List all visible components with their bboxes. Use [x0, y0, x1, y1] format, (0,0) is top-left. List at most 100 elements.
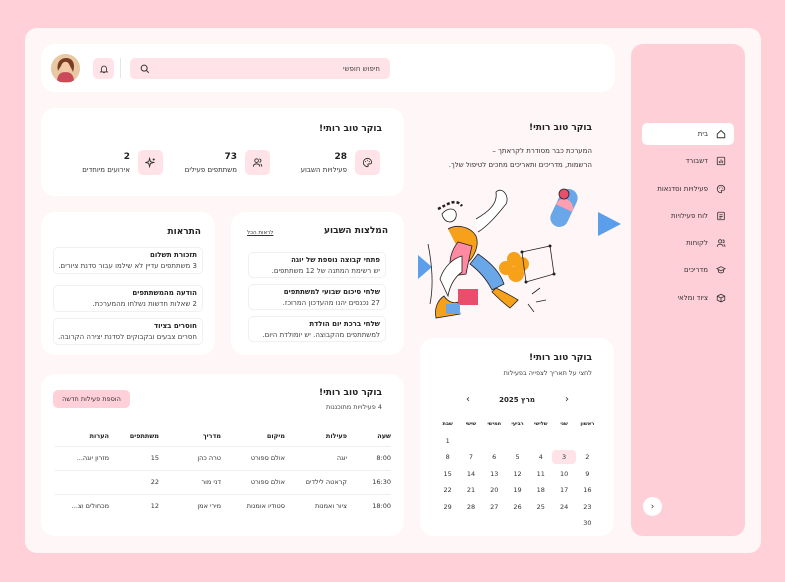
notification-item[interactable]: חוסרים בציוד חסרים צבעים ובקבוקים לסדנת …: [53, 318, 203, 345]
notifications-button[interactable]: [93, 58, 114, 79]
hero-line: המערכת כבר מסודרת לקראתך –: [492, 147, 592, 155]
weekday-label: שני: [560, 421, 568, 428]
column-header: פעילות: [325, 431, 347, 440]
sparkle-icon: [145, 157, 156, 168]
calendar-day[interactable]: 22: [443, 486, 452, 495]
weekday-label: ראשון: [580, 421, 595, 428]
notification-item[interactable]: תזכורת תשלום 3 משתתפים עדיין לא שילמו עב…: [53, 247, 203, 274]
calendar-day[interactable]: 25: [536, 502, 545, 511]
recommendation-item[interactable]: שלחי ברכת יום הולדת למשתתפים מהקבוצה. יש…: [248, 316, 386, 342]
stat-label: אירועים מיוחדים: [82, 165, 130, 174]
calendar-day[interactable]: 8: [445, 453, 450, 462]
calendar-day[interactable]: 6: [492, 453, 497, 462]
calendar-day[interactable]: 11: [536, 469, 545, 478]
calendar-day[interactable]: 14: [466, 469, 476, 478]
users-icon: [716, 239, 726, 247]
bell-icon: [99, 65, 108, 73]
next-month-button[interactable]: ›: [565, 394, 569, 405]
calendar-day[interactable]: 30: [583, 519, 592, 528]
calendar-day[interactable]: 10: [559, 469, 569, 478]
hero-card: בוקר טוב רותי! המערכת כבר מסודרת לקראתך …: [418, 108, 621, 343]
calendar-day[interactable]: 12: [513, 469, 522, 478]
calendar-day[interactable]: 29: [443, 502, 452, 511]
weekday-label: שבת: [442, 421, 453, 428]
table-row[interactable]: 16:30 קראטה לילדים אולם ספורט דני מור 22: [55, 469, 391, 494]
table-cell: מזרון יוגה...: [55, 445, 109, 470]
divider: [120, 58, 121, 78]
column-header: מדריך: [202, 431, 221, 440]
stat-icon-box: [138, 150, 163, 175]
table-cell: 16:30: [347, 469, 391, 494]
notification-title: תזכורת תשלום: [150, 251, 197, 259]
table-cell: דני מור: [159, 469, 221, 494]
stats-card: בוקר טוב רותי! 28 פעילויות השבוע 73 משתת…: [41, 108, 404, 196]
table-cell: 15: [109, 445, 159, 470]
sidebar-item-label: בית: [697, 130, 708, 138]
calendar-day[interactable]: 18: [536, 486, 545, 495]
search-input[interactable]: [150, 64, 380, 73]
stat-weekly-activities: 28 פעילויות השבוע: [301, 150, 380, 175]
stat-value: 2: [123, 151, 130, 162]
calendar-day[interactable]: 19: [513, 486, 522, 495]
calendar-day[interactable]: 27: [490, 502, 499, 511]
recommendations-card: המלצות השבוע לראות הכל פתחי קבוצה נוספת …: [231, 212, 404, 355]
calendar-day[interactable]: 9: [585, 469, 590, 478]
recommendation-item[interactable]: פתחי קבוצה נוספת של יוגה יש רשימת המתנה …: [248, 252, 386, 278]
calendar-day[interactable]: 23: [583, 502, 592, 511]
weekday-label: שלישי: [534, 421, 548, 428]
schedule-card: בוקר טוב רותי! 4 פעילויות מתוכננות הוספת…: [41, 374, 404, 536]
calendar-day[interactable]: 3: [552, 450, 576, 465]
see-all-link[interactable]: לראות הכל: [247, 230, 274, 236]
table-cell: מכחולים וצ...: [55, 493, 109, 518]
column-header: מיקום: [266, 431, 285, 440]
calendar-day[interactable]: 24: [559, 502, 569, 511]
sidebar-item-label: לקוחות: [686, 239, 708, 247]
recommendation-item[interactable]: שלחי סיכום שבועי למשתתפים 27 נכנסים יהנו…: [248, 284, 386, 310]
table-row[interactable]: 18:00 ציור ואמנות סטודיו אומנות מירי אמן…: [55, 493, 391, 518]
sidebar-item-schedule[interactable]: לוח פעילויות: [642, 205, 734, 227]
column-header: משתתפים: [129, 431, 159, 440]
notification-item[interactable]: הודעה מהמשתתפים 2 שאלות חדשות נשלחו מהמע…: [53, 285, 203, 312]
recommendation-text: 27 נכנסים יהנו מהעדכון המרוכז.: [282, 299, 380, 307]
prev-month-button[interactable]: ‹: [466, 394, 470, 405]
calendar-day[interactable]: 4: [538, 453, 543, 462]
weekday-label: רביעי: [511, 421, 524, 428]
table-cell: טרה כהן: [159, 445, 221, 470]
calendar-day[interactable]: 5: [515, 453, 520, 462]
calendar-day[interactable]: 20: [490, 486, 499, 495]
box-icon: [716, 293, 726, 303]
calendar-week-row: 30: [436, 515, 599, 532]
hero-line: הרשמות, מדריכים ותאריכים מחכים לטיפול של…: [448, 161, 592, 169]
calendar-day[interactable]: 1: [445, 436, 450, 445]
sidebar-item-customers[interactable]: לקוחות: [642, 232, 734, 254]
search-icon[interactable]: [140, 64, 150, 74]
notifications-title: התראות: [167, 227, 201, 237]
sidebar-item-instructors[interactable]: מדריכים: [642, 259, 734, 281]
table-cell: ציור ואמנות: [285, 493, 347, 518]
calendar-day[interactable]: 26: [513, 502, 522, 511]
calendar-day[interactable]: 16: [583, 486, 592, 495]
calendar-day[interactable]: 21: [466, 486, 476, 495]
calendar-day[interactable]: 15: [443, 469, 452, 478]
calendar-day[interactable]: 7: [468, 453, 474, 462]
calendar-day[interactable]: 13: [490, 469, 499, 478]
sidebar-item-label: דשבורד: [685, 157, 708, 165]
sidebar-item-dashboard[interactable]: דשבורד: [642, 150, 734, 172]
calendar-day[interactable]: 2: [585, 453, 590, 462]
stat-icon-box: [355, 150, 380, 175]
calendar-day[interactable]: 28: [466, 502, 476, 511]
calendar-grid: ראשון שני שלישי רביעי חמישי שישי שבת 1 2 3 4 5 6 7 8 9 1…: [436, 416, 599, 532]
table-header-row: שעה פעילות מיקום מדריך משתתפים הערות: [55, 426, 391, 446]
table-row[interactable]: 8:00 יוגה אולם ספורט טרה כהן 15 מזרון יו…: [55, 445, 391, 470]
table-cell: אולם ספורט: [221, 445, 285, 470]
add-activity-button[interactable]: הוספת פעילות חדשה: [53, 390, 130, 408]
collapse-sidebar-button[interactable]: ›: [643, 497, 662, 516]
stat-label: פעילויות השבוע: [300, 165, 347, 174]
avatar[interactable]: [51, 54, 80, 83]
sidebar-item-activities[interactable]: פעילויות וסדנאות: [642, 178, 734, 200]
sidebar-item-home[interactable]: בית: [642, 123, 734, 145]
sidebar-item-inventory[interactable]: ציוד ומלאי: [642, 287, 734, 309]
calendar-day[interactable]: 17: [559, 486, 569, 495]
stat-label: משתתפים פעילים: [184, 165, 237, 174]
user-photo: [51, 54, 80, 83]
